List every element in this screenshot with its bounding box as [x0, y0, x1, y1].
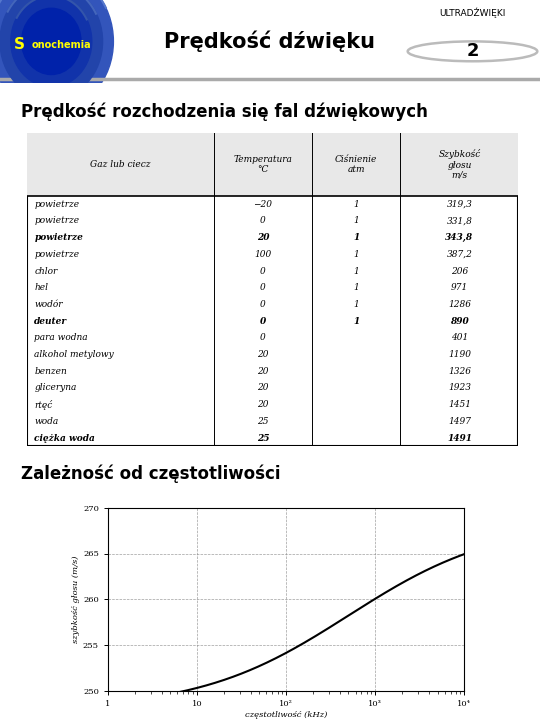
- Text: powietrze: powietrze: [35, 217, 79, 225]
- Text: 1: 1: [353, 266, 359, 276]
- Text: ULTRADŹWIĘKI: ULTRADŹWIĘKI: [440, 7, 505, 18]
- Text: Zależność od częstotliwości: Zależność od częstotliwości: [21, 464, 281, 483]
- Text: 20: 20: [257, 350, 268, 359]
- Text: 1451: 1451: [448, 400, 471, 409]
- Text: 1: 1: [353, 217, 359, 225]
- Text: 1190: 1190: [448, 350, 471, 359]
- Ellipse shape: [22, 8, 81, 74]
- Text: 0: 0: [260, 217, 266, 225]
- Text: 0: 0: [260, 266, 266, 276]
- Text: onochemia: onochemia: [31, 40, 91, 50]
- Text: 890: 890: [450, 317, 469, 325]
- Text: wodór: wodór: [35, 300, 63, 309]
- Text: 1: 1: [353, 250, 359, 258]
- Text: 25: 25: [256, 433, 269, 443]
- Text: 331,8: 331,8: [447, 217, 472, 225]
- Text: alkohol metylowy: alkohol metylowy: [35, 350, 114, 359]
- Text: gliceryna: gliceryna: [35, 384, 77, 392]
- Text: 1497: 1497: [448, 417, 471, 426]
- Text: 0: 0: [260, 300, 266, 309]
- Text: chlor: chlor: [35, 266, 58, 276]
- Text: 20: 20: [257, 384, 268, 392]
- Text: 1: 1: [353, 233, 359, 242]
- Text: Gaz lub ciecz: Gaz lub ciecz: [90, 160, 151, 169]
- Text: 0: 0: [260, 283, 266, 292]
- Text: ciężka woda: ciężka woda: [35, 433, 95, 443]
- Ellipse shape: [0, 0, 103, 99]
- Text: 1: 1: [353, 300, 359, 309]
- Text: powietrze: powietrze: [35, 199, 79, 209]
- Text: rtęć: rtęć: [35, 400, 52, 410]
- Bar: [27, 133, 518, 196]
- Text: 20: 20: [257, 366, 268, 376]
- Text: Ciśnienie
atm: Ciśnienie atm: [335, 155, 377, 174]
- Text: hel: hel: [35, 283, 49, 292]
- Text: 0: 0: [260, 317, 266, 325]
- X-axis label: częstotliwość (kHz): częstotliwość (kHz): [245, 711, 327, 719]
- Text: 971: 971: [451, 283, 468, 292]
- Text: Prędkość dźwięku: Prędkość dźwięku: [165, 31, 375, 52]
- Text: 20: 20: [256, 233, 269, 242]
- Text: woda: woda: [35, 417, 59, 426]
- Text: 1: 1: [353, 199, 359, 209]
- Text: Temperatura
°C: Temperatura °C: [233, 155, 292, 174]
- Text: powietrze: powietrze: [35, 233, 83, 242]
- Text: 206: 206: [451, 266, 468, 276]
- Text: powietrze: powietrze: [35, 250, 79, 258]
- Text: 1286: 1286: [448, 300, 471, 309]
- Text: 1326: 1326: [448, 366, 471, 376]
- Text: Szybkość
głosu
m/s: Szybkość głosu m/s: [438, 149, 481, 180]
- Text: 2: 2: [466, 42, 479, 60]
- Text: 20: 20: [257, 400, 268, 409]
- Text: 25: 25: [257, 417, 268, 426]
- Text: S: S: [14, 37, 24, 53]
- Ellipse shape: [0, 0, 113, 112]
- Text: 401: 401: [451, 333, 468, 342]
- Text: 0: 0: [260, 333, 266, 342]
- Text: 1: 1: [353, 317, 359, 325]
- Text: para wodna: para wodna: [35, 333, 88, 342]
- Text: 1923: 1923: [448, 384, 471, 392]
- Text: 387,2: 387,2: [447, 250, 472, 258]
- Text: 343,8: 343,8: [446, 233, 474, 242]
- Text: Prędkość rozchodzenia się fal dźwiękowych: Prędkość rozchodzenia się fal dźwiękowyc…: [21, 103, 428, 122]
- Ellipse shape: [11, 0, 92, 87]
- Y-axis label: szybkość głosu (m/s): szybkość głosu (m/s): [72, 556, 80, 643]
- Text: 1491: 1491: [447, 433, 472, 443]
- Text: 100: 100: [254, 250, 272, 258]
- Text: benzen: benzen: [35, 366, 67, 376]
- Text: deuter: deuter: [35, 317, 68, 325]
- Text: 319,3: 319,3: [447, 199, 472, 209]
- Text: −20: −20: [253, 199, 272, 209]
- Text: 1: 1: [353, 283, 359, 292]
